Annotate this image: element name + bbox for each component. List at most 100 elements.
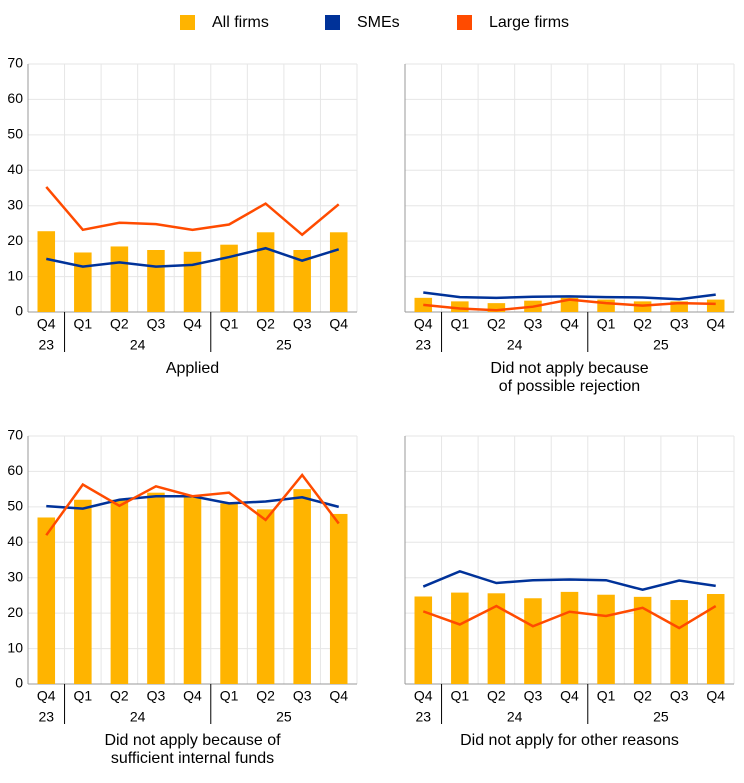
y-tick-label: 60 [7,462,23,478]
panel-title: of possible rejection [499,378,640,395]
bar [451,592,469,684]
bar [37,231,56,312]
y-tick-label: 20 [7,232,23,248]
y-tick-label: 40 [7,161,23,177]
group-label: 23 [415,709,431,725]
line-series [46,246,340,268]
x-tick-label: Q4 [37,316,56,332]
bar [147,492,165,684]
bar [74,252,92,312]
x-tick-label: Q2 [487,688,506,704]
x-tick-label: Q3 [670,316,689,332]
bar [293,250,311,312]
line-series [422,604,717,630]
y-tick-label: 60 [7,90,23,106]
x-tick-label: Q4 [414,316,433,332]
panel-title: Did not apply for other reasons [460,732,679,749]
y-tick-label: 10 [7,267,23,283]
legend-label: Large firms [489,14,569,31]
y-tick-label: 40 [7,533,23,549]
x-tick-label: Q4 [37,688,56,704]
x-tick-label: Q2 [487,316,506,332]
x-tick-label: Q4 [183,316,202,332]
bar [487,593,506,684]
panel-title: sufficient internal funds [111,750,274,767]
y-tick-label: 10 [7,639,23,655]
line-series [45,186,340,237]
bar [220,244,238,312]
x-tick-label: Q3 [147,316,166,332]
x-tick-label: Q4 [706,688,725,704]
x-tick-label: Q4 [329,316,348,332]
bar [256,232,275,312]
x-tick-label: Q1 [73,688,92,704]
bar [706,299,725,312]
x-tick-label: Q2 [256,688,275,704]
group-label: 25 [653,337,669,353]
x-tick-label: Q4 [183,688,202,704]
bar [183,251,202,312]
bar [220,503,238,684]
legend-label: SMEs [357,14,400,31]
x-tick-label: Q2 [110,688,129,704]
bar [524,598,542,684]
legend-swatch [457,15,472,30]
x-tick-label: Q1 [597,316,616,332]
bar [560,591,579,684]
panel-title: Did not apply because of [104,732,281,749]
group-label: 23 [415,337,431,353]
x-tick-label: Q1 [220,688,239,704]
bar [329,232,348,312]
bar [183,496,202,684]
line-series [423,298,716,312]
x-tick-label: Q3 [524,316,543,332]
legend-label: All firms [212,14,269,31]
legend-swatch [325,15,340,30]
legend-swatch [180,15,195,30]
y-tick-label: 0 [15,303,23,319]
group-label: 23 [38,709,54,725]
line-series [423,291,716,301]
group-label: 25 [276,337,292,353]
line-series [45,472,340,536]
x-tick-label: Q3 [293,316,312,332]
bar [293,489,311,684]
y-tick-label: 20 [7,604,23,620]
group-label: 24 [507,337,523,353]
x-tick-label: Q4 [560,316,579,332]
x-tick-label: Q1 [597,688,616,704]
line-series [422,570,716,592]
x-tick-label: Q4 [706,316,725,332]
panel-title: Did not apply because [490,360,648,377]
bar [256,509,275,684]
x-tick-label: Q2 [256,316,275,332]
x-tick-label: Q4 [560,688,579,704]
bar [74,499,92,684]
bar [487,303,506,312]
group-label: 24 [507,709,523,725]
bar [37,517,56,684]
y-tick-label: 50 [7,126,23,142]
y-tick-label: 70 [7,427,23,443]
bar [329,513,348,684]
y-tick-label: 0 [15,675,23,691]
bar [706,594,725,684]
bar [147,250,165,312]
bar [670,600,688,684]
x-tick-label: Q3 [670,688,689,704]
x-tick-label: Q2 [633,316,652,332]
group-label: 23 [38,337,54,353]
x-tick-label: Q4 [414,688,433,704]
bar [597,594,615,684]
x-tick-label: Q1 [450,316,469,332]
x-tick-label: Q2 [110,316,129,332]
y-tick-label: 30 [7,568,23,584]
x-tick-label: Q1 [220,316,239,332]
x-tick-label: Q3 [524,688,543,704]
bar [110,246,129,312]
y-tick-label: 70 [7,55,23,71]
bar [110,499,129,684]
group-label: 24 [130,709,146,725]
bar [451,301,469,312]
